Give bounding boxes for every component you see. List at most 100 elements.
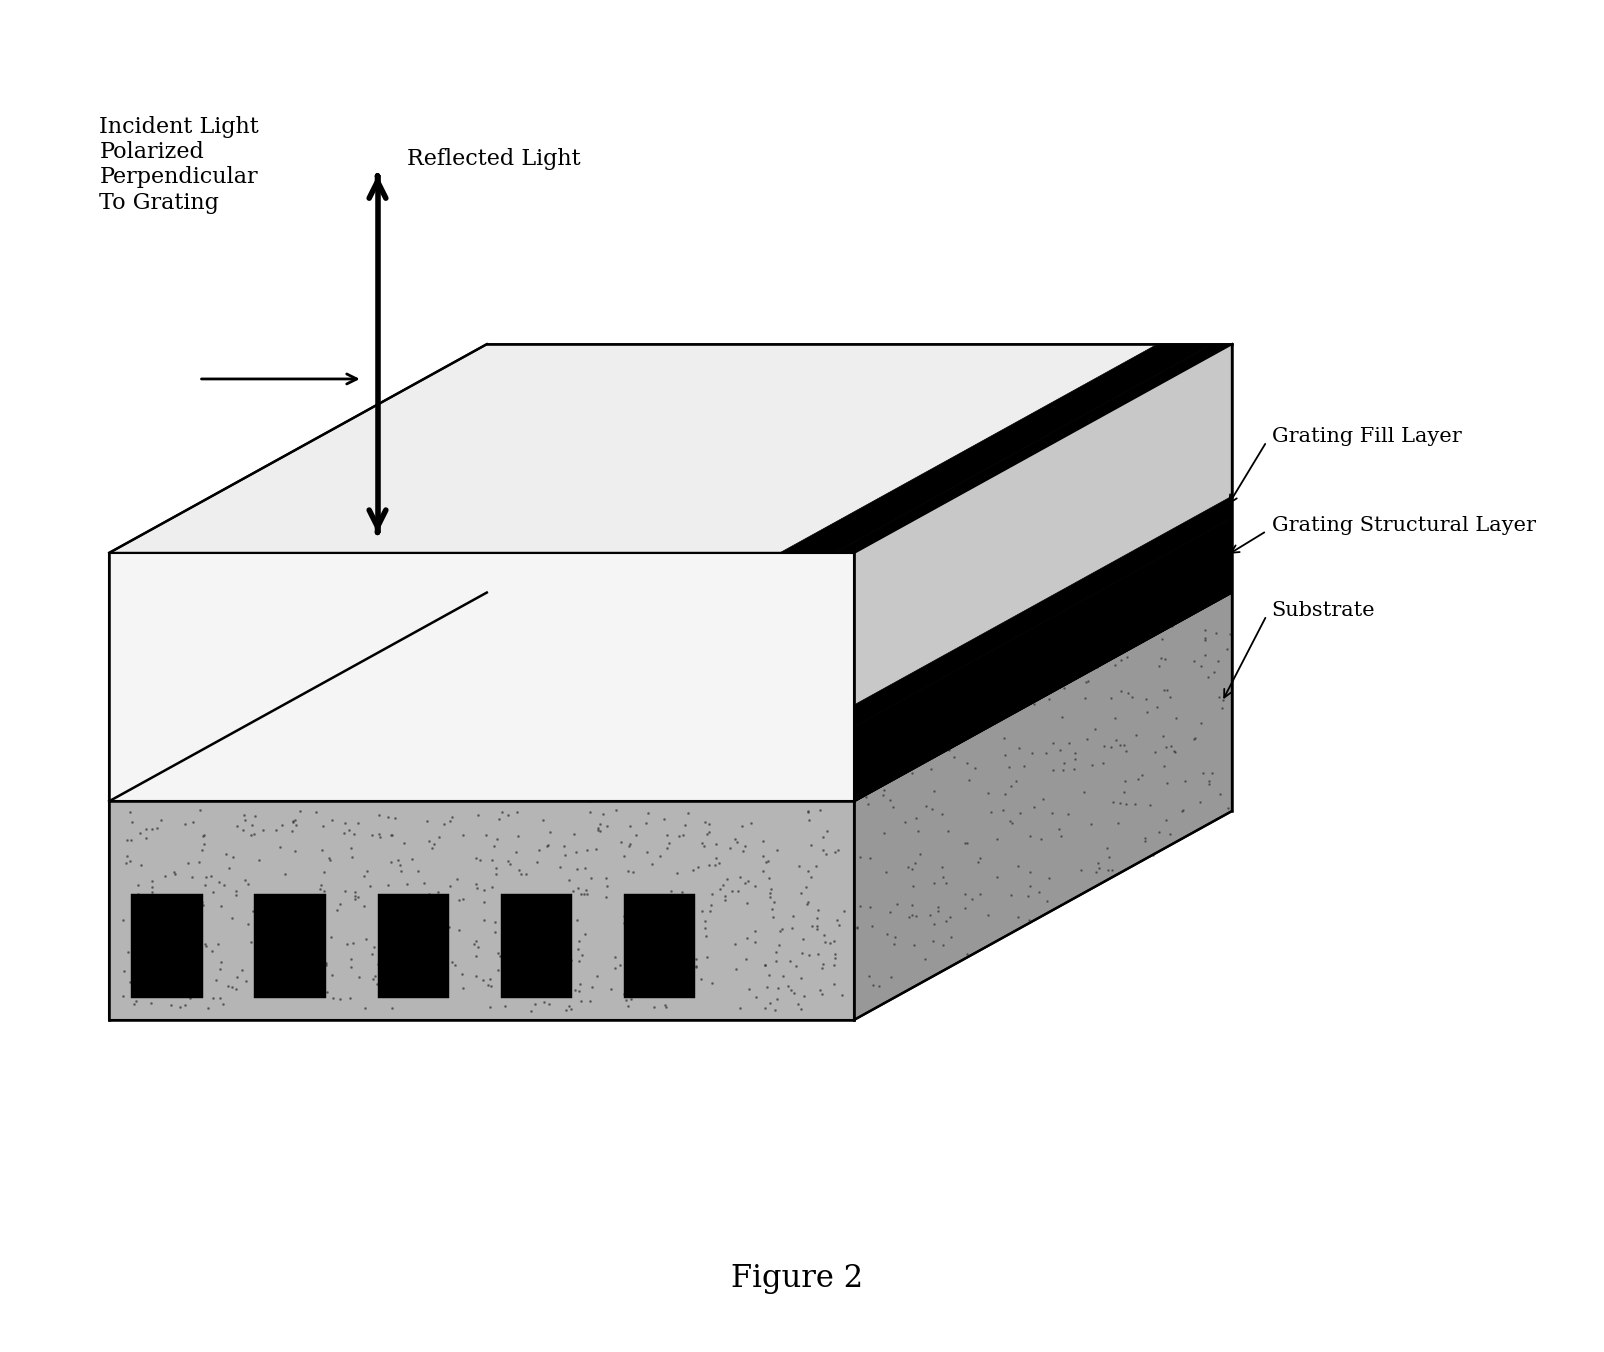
Point — [611, 845, 637, 867]
Point — [189, 840, 215, 861]
Point — [670, 594, 696, 615]
Point — [128, 854, 154, 876]
Point — [496, 672, 521, 694]
Point — [239, 932, 265, 953]
Point — [375, 875, 401, 896]
Point — [125, 875, 151, 896]
Point — [837, 676, 863, 698]
Point — [531, 810, 557, 831]
Point — [159, 932, 184, 953]
Point — [439, 952, 465, 973]
Point — [371, 913, 396, 934]
Point — [1083, 861, 1108, 883]
Point — [191, 760, 217, 781]
Point — [1057, 731, 1083, 753]
Point — [938, 926, 964, 948]
Point — [619, 918, 645, 940]
Polygon shape — [109, 592, 1232, 802]
Point — [691, 836, 717, 857]
Point — [853, 690, 879, 711]
Point — [640, 853, 666, 875]
Point — [593, 815, 619, 837]
Point — [289, 940, 314, 961]
Point — [757, 887, 783, 909]
Point — [760, 906, 786, 927]
Point — [191, 895, 217, 917]
Point — [669, 882, 695, 903]
Point — [388, 929, 414, 950]
Point — [287, 972, 313, 994]
Point — [1102, 654, 1128, 676]
Point — [318, 926, 343, 948]
Point — [346, 694, 372, 715]
Point — [630, 669, 656, 691]
Point — [1192, 644, 1217, 665]
Point — [547, 629, 573, 650]
Point — [558, 998, 584, 1019]
Point — [167, 969, 192, 991]
Point — [877, 965, 903, 987]
Point — [526, 668, 552, 690]
Point — [346, 967, 372, 988]
Point — [823, 948, 849, 969]
Point — [789, 585, 815, 607]
Point — [1055, 803, 1081, 825]
Point — [659, 880, 685, 902]
Point — [788, 882, 813, 903]
Point — [329, 734, 354, 756]
Point — [974, 665, 999, 687]
Point — [824, 909, 850, 930]
Point — [577, 802, 603, 823]
Point — [688, 660, 714, 681]
Point — [1107, 792, 1132, 814]
Point — [213, 842, 239, 864]
Point — [462, 933, 488, 955]
Point — [464, 965, 489, 987]
Point — [359, 825, 385, 846]
Point — [533, 711, 558, 733]
Point — [752, 998, 778, 1019]
Point — [765, 988, 791, 1010]
Point — [900, 895, 926, 917]
Point — [172, 994, 197, 1015]
Point — [167, 986, 192, 1007]
Point — [175, 853, 200, 875]
Point — [1020, 603, 1046, 625]
Point — [757, 882, 783, 903]
Point — [189, 891, 215, 913]
Point — [406, 860, 431, 882]
Point — [200, 987, 226, 1009]
Point — [954, 944, 980, 965]
Point — [1062, 742, 1088, 764]
Point — [805, 760, 831, 781]
Point — [473, 825, 499, 846]
Point — [738, 648, 764, 669]
Point — [743, 986, 768, 1007]
Point — [722, 829, 747, 850]
Point — [526, 838, 552, 860]
Point — [569, 694, 595, 715]
Point — [261, 733, 287, 754]
Point — [1160, 615, 1185, 637]
Point — [585, 819, 611, 841]
Point — [489, 800, 515, 822]
Point — [345, 886, 371, 907]
Point — [140, 950, 165, 972]
Point — [670, 823, 696, 845]
Point — [1132, 827, 1158, 849]
Point — [584, 965, 610, 987]
Point — [714, 629, 739, 650]
Point — [483, 864, 508, 886]
Point — [340, 823, 366, 845]
Point — [415, 726, 441, 748]
Point — [1028, 827, 1054, 849]
Point — [804, 856, 829, 877]
Point — [611, 913, 637, 934]
Point — [919, 587, 945, 608]
Point — [892, 641, 917, 662]
Point — [876, 750, 901, 772]
Point — [423, 898, 449, 919]
Point — [759, 877, 784, 899]
Point — [165, 937, 191, 959]
Point — [483, 911, 508, 933]
